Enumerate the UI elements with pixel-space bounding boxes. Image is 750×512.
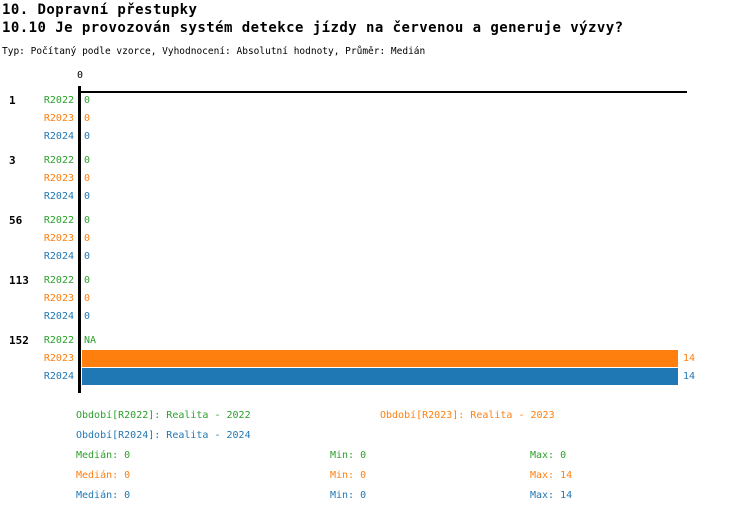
value-label: 14: [683, 371, 696, 382]
value-label: 0: [84, 173, 91, 184]
stat-min-r2023: Min: 0: [330, 470, 367, 481]
section-title: 10. Dopravní přestupky: [2, 2, 198, 18]
row-series-label: R2024: [43, 131, 74, 142]
legend-item-r2023: Období[R2023]: Realita - 2023: [380, 410, 555, 421]
value-label: 0: [84, 191, 91, 202]
row-series-label: R2022: [43, 155, 74, 166]
question-title: 10.10 Je provozován systém detekce jízdy…: [2, 20, 624, 36]
row-series-label: R2024: [43, 251, 74, 262]
group-label: 56: [9, 214, 23, 227]
stat-median-r2024: Medián: 0: [76, 490, 131, 501]
bar: [82, 350, 678, 367]
bar: [82, 368, 678, 385]
group-label: 1: [9, 94, 16, 107]
row-series-label: R2023: [43, 293, 74, 304]
value-label: 0: [84, 131, 91, 142]
value-label: 0: [84, 233, 91, 244]
value-label: 0: [84, 275, 91, 286]
row-series-label: R2023: [43, 353, 74, 364]
row-series-label: R2022: [43, 275, 74, 286]
value-label: 14: [683, 353, 696, 364]
group-label: 3: [9, 154, 16, 167]
stat-median-r2022: Medián: 0: [76, 450, 131, 461]
chart-meta-line: Typ: Počítaný podle vzorce, Vyhodnocení:…: [2, 46, 426, 57]
value-label: 0: [84, 215, 91, 226]
value-label: 0: [84, 155, 91, 166]
legend-item-r2024: Období[R2024]: Realita - 2024: [76, 430, 251, 441]
value-label: 0: [84, 311, 91, 322]
axis-line-horizontal: [80, 91, 687, 93]
axis-tick-zero-label: 0: [76, 70, 84, 81]
group-label: 113: [9, 274, 29, 287]
group-label: 152: [9, 334, 29, 347]
row-series-label: R2024: [43, 371, 74, 382]
legend-item-r2022: Období[R2022]: Realita - 2022: [76, 410, 251, 421]
stat-max-r2024: Max: 14: [530, 490, 573, 501]
stat-min-r2024: Min: 0: [330, 490, 367, 501]
row-series-label: R2022: [43, 335, 74, 346]
value-label: NA: [84, 335, 97, 346]
value-label: 0: [84, 95, 91, 106]
axis-line-vertical: [78, 86, 81, 393]
value-label: 0: [84, 293, 91, 304]
stat-max-r2022: Max: 0: [530, 450, 567, 461]
stat-min-r2022: Min: 0: [330, 450, 367, 461]
value-label: 0: [84, 251, 91, 262]
stat-median-r2023: Medián: 0: [76, 470, 131, 481]
row-series-label: R2022: [43, 95, 74, 106]
value-label: 0: [84, 113, 91, 124]
row-series-label: R2022: [43, 215, 74, 226]
stat-max-r2023: Max: 14: [530, 470, 573, 481]
row-series-label: R2023: [43, 173, 74, 184]
row-series-label: R2024: [43, 191, 74, 202]
row-series-label: R2023: [43, 233, 74, 244]
row-series-label: R2023: [43, 113, 74, 124]
row-series-label: R2024: [43, 311, 74, 322]
